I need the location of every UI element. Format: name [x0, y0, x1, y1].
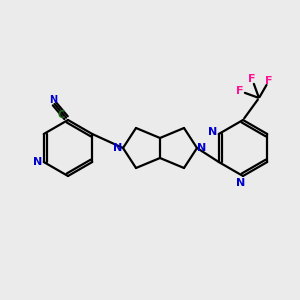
Text: F: F — [265, 76, 273, 86]
Text: N: N — [50, 94, 58, 105]
Text: N: N — [236, 178, 246, 188]
Text: C: C — [58, 110, 65, 120]
Text: N: N — [208, 127, 218, 137]
Text: F: F — [236, 86, 244, 96]
Text: F: F — [248, 74, 256, 84]
Text: N: N — [197, 143, 207, 153]
Text: N: N — [33, 157, 42, 167]
Text: N: N — [113, 143, 123, 153]
